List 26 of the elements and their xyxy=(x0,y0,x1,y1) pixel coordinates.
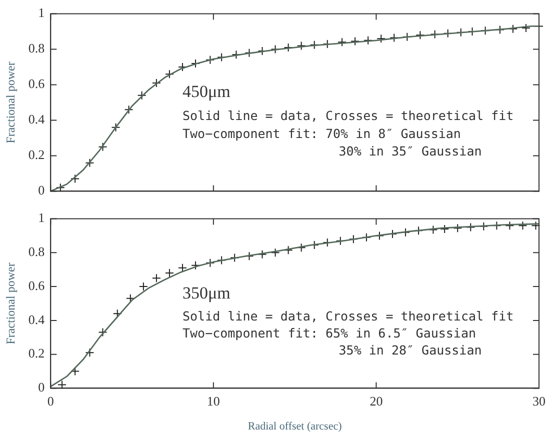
x-tick-label: 30 xyxy=(532,393,546,408)
y-tick-label: 0.6 xyxy=(28,76,46,92)
annotation: 450μm xyxy=(182,82,230,102)
y-tick-label: 1 xyxy=(38,5,45,20)
y-axis-title: Fractional power xyxy=(3,262,18,344)
annotation: 35% in 28″ Gaussian xyxy=(338,342,482,358)
y-tick-label: 0.4 xyxy=(28,112,46,127)
y-tick-label: 0.8 xyxy=(28,40,45,56)
annotation: Two−component fit: 70% in 8″ Gaussian xyxy=(182,126,461,141)
annotation: Two−component fit: 65% in 6.5″ Gaussian xyxy=(182,325,476,340)
annotation: 350μm xyxy=(182,283,230,302)
y-tick-label: 0.2 xyxy=(28,147,45,162)
annotation: Solid line = data, Crosses = theoretical fit xyxy=(182,308,514,324)
annotation: Solid line = data, Crosses = theoretical fit xyxy=(182,108,514,124)
y-tick-label: 0.6 xyxy=(28,278,46,293)
y-tick-label: 0.8 xyxy=(28,244,45,260)
y-tick-label: 1 xyxy=(38,210,45,226)
x-axis-title: Radial offset (arcsec) xyxy=(248,420,342,432)
y-axis-title: Fractional power xyxy=(3,62,18,144)
y-tick-label: 0 xyxy=(38,182,45,198)
x-tick-label: 10 xyxy=(206,393,220,408)
y-tick-label: 0.2 xyxy=(28,346,45,361)
x-tick-label: 20 xyxy=(370,393,383,408)
y-tick-label: 0.4 xyxy=(28,312,46,327)
annotation: 30% in 35″ Gaussian xyxy=(338,144,482,159)
y-tick-label: 0 xyxy=(38,380,45,395)
